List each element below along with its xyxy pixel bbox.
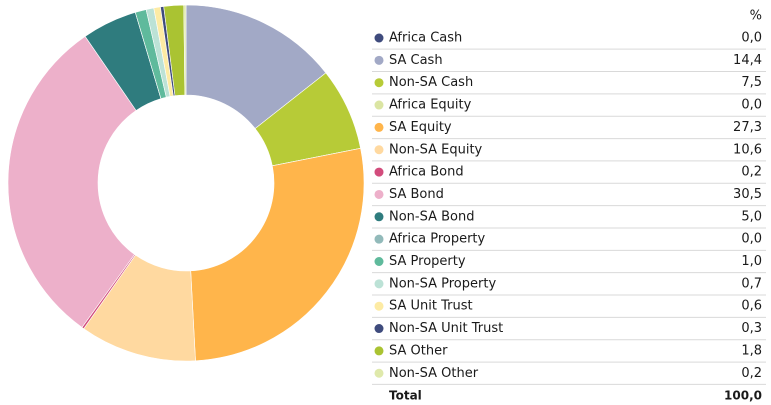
legend-swatch: [374, 324, 384, 334]
value-label: 27,3: [733, 120, 762, 135]
total-value: 100,0: [724, 389, 762, 403]
value-label: 0,6: [741, 299, 762, 314]
legend-label: Africa Cash: [389, 31, 462, 46]
legend-swatch: [374, 257, 384, 266]
legend-swatch: [374, 167, 384, 177]
legend-label: Non-SA Other: [389, 366, 479, 381]
legend-label: Africa Bond: [389, 165, 464, 180]
value-label: 7,5: [741, 75, 762, 90]
legend-swatch: [374, 234, 384, 244]
legend-swatch: [374, 33, 384, 43]
value-label: 5,0: [741, 209, 762, 224]
legend-label: Africa Equity: [389, 98, 472, 113]
value-label: 0,3: [741, 321, 762, 336]
value-label: 1,8: [741, 343, 762, 358]
legend-swatch: [374, 279, 384, 289]
value-label: 30,5: [733, 187, 762, 202]
value-label: 0,7: [741, 276, 762, 291]
legend-label: Non-SA Unit Trust: [389, 321, 503, 336]
value-label: 0,0: [741, 98, 762, 113]
legend-label: SA Bond: [389, 187, 444, 202]
legend-label: Non-SA Equity: [389, 142, 483, 157]
value-label: 1,0: [741, 254, 762, 269]
legend-swatch: [374, 78, 384, 88]
legend-swatch: [374, 189, 384, 199]
legend-swatch: [374, 55, 384, 65]
legend-swatch: [374, 368, 384, 378]
legend-label: SA Unit Trust: [389, 299, 473, 314]
legend-label: Africa Property: [389, 232, 486, 247]
value-label: 10,6: [733, 142, 762, 157]
legend-label: SA Equity: [389, 120, 452, 135]
legend-label: SA Property: [389, 254, 466, 269]
legend-swatch: [374, 145, 384, 155]
slice: [7, 35, 137, 328]
legend-label: SA Cash: [389, 53, 443, 68]
legend-swatch: [374, 212, 384, 222]
legend-swatch: [374, 346, 384, 356]
slice: [190, 147, 365, 362]
legend-label: Non-SA Property: [389, 276, 496, 291]
legend-label: Non-SA Bond: [389, 209, 475, 224]
value-header: %: [750, 9, 762, 24]
value-label: 14,4: [733, 53, 762, 68]
value-label: 0,0: [741, 232, 762, 247]
legend-swatch: [374, 301, 384, 311]
legend-swatch: [374, 122, 384, 132]
total-label: Total: [389, 389, 422, 403]
value-label: 0,0: [741, 31, 762, 46]
value-label: 0,2: [741, 366, 762, 381]
legend-label: SA Other: [389, 343, 448, 358]
slice: [183, 4, 187, 96]
value-label: 0,2: [741, 165, 762, 180]
legend-swatch: [374, 100, 384, 110]
legend-label: Non-SA Cash: [389, 75, 473, 90]
